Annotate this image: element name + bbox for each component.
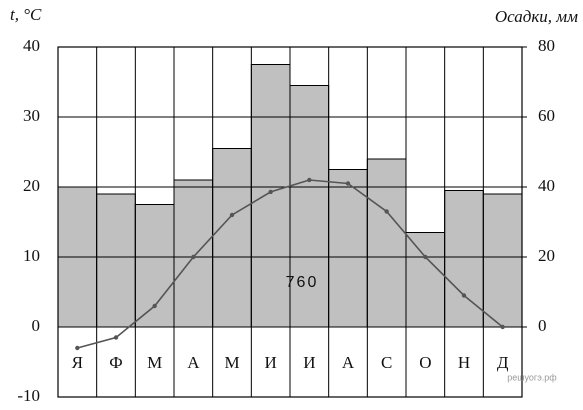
bar <box>366 158 407 328</box>
x-tick-label: М <box>224 353 239 372</box>
line-point <box>384 209 389 214</box>
bar <box>212 148 252 328</box>
x-tick-label: И <box>265 353 277 372</box>
x-tick-label: О <box>419 353 431 372</box>
line-point <box>152 303 157 309</box>
y2-tick-label: 20 <box>538 246 555 265</box>
bar <box>405 232 446 328</box>
x-tick-label: А <box>187 353 200 372</box>
x-tick-label: Д <box>497 353 509 372</box>
watermark: решуогэ.рф <box>507 372 557 382</box>
y2-axis-label: Осадки, мм <box>495 7 578 26</box>
x-tick-label: И <box>303 353 315 372</box>
line-point <box>229 212 235 218</box>
x-tick-label: М <box>147 353 162 372</box>
line <box>77 179 504 349</box>
x-tick-label: Я <box>72 353 83 372</box>
bar <box>134 204 175 328</box>
y2-tick-label: 40 <box>538 176 555 195</box>
y2-tick-label: 60 <box>538 106 555 125</box>
x-tick-label: Н <box>458 353 470 372</box>
bar <box>96 193 136 328</box>
line-point <box>461 293 467 298</box>
line-point <box>500 324 505 330</box>
line-point <box>113 335 119 340</box>
y-tick-label: -10 <box>17 386 40 405</box>
y-tick-label: 10 <box>23 246 40 265</box>
x-tick-label: А <box>342 353 355 372</box>
annotation: 760 <box>286 274 319 291</box>
y-tick-label: 30 <box>23 106 40 125</box>
line-point <box>345 181 351 186</box>
bar <box>289 85 330 328</box>
x-tick-label: Ф <box>109 353 122 372</box>
x-tick-label: С <box>381 353 392 372</box>
line-point <box>268 189 273 195</box>
line-point <box>75 345 80 351</box>
line-point <box>191 254 196 260</box>
bar <box>173 179 214 328</box>
y-axis-label: t, °C <box>10 5 42 24</box>
frame <box>57 46 523 398</box>
bar <box>482 193 523 328</box>
bar <box>328 169 368 328</box>
line-point <box>307 177 312 183</box>
y-tick-label: 20 <box>23 176 40 195</box>
y-tick-label: 0 <box>32 316 41 335</box>
y-tick-label: 40 <box>23 36 40 55</box>
line-point <box>423 254 428 260</box>
bar <box>250 64 291 328</box>
y2-tick-label: 0 <box>538 316 547 335</box>
y2-tick-label: 80 <box>538 36 555 55</box>
